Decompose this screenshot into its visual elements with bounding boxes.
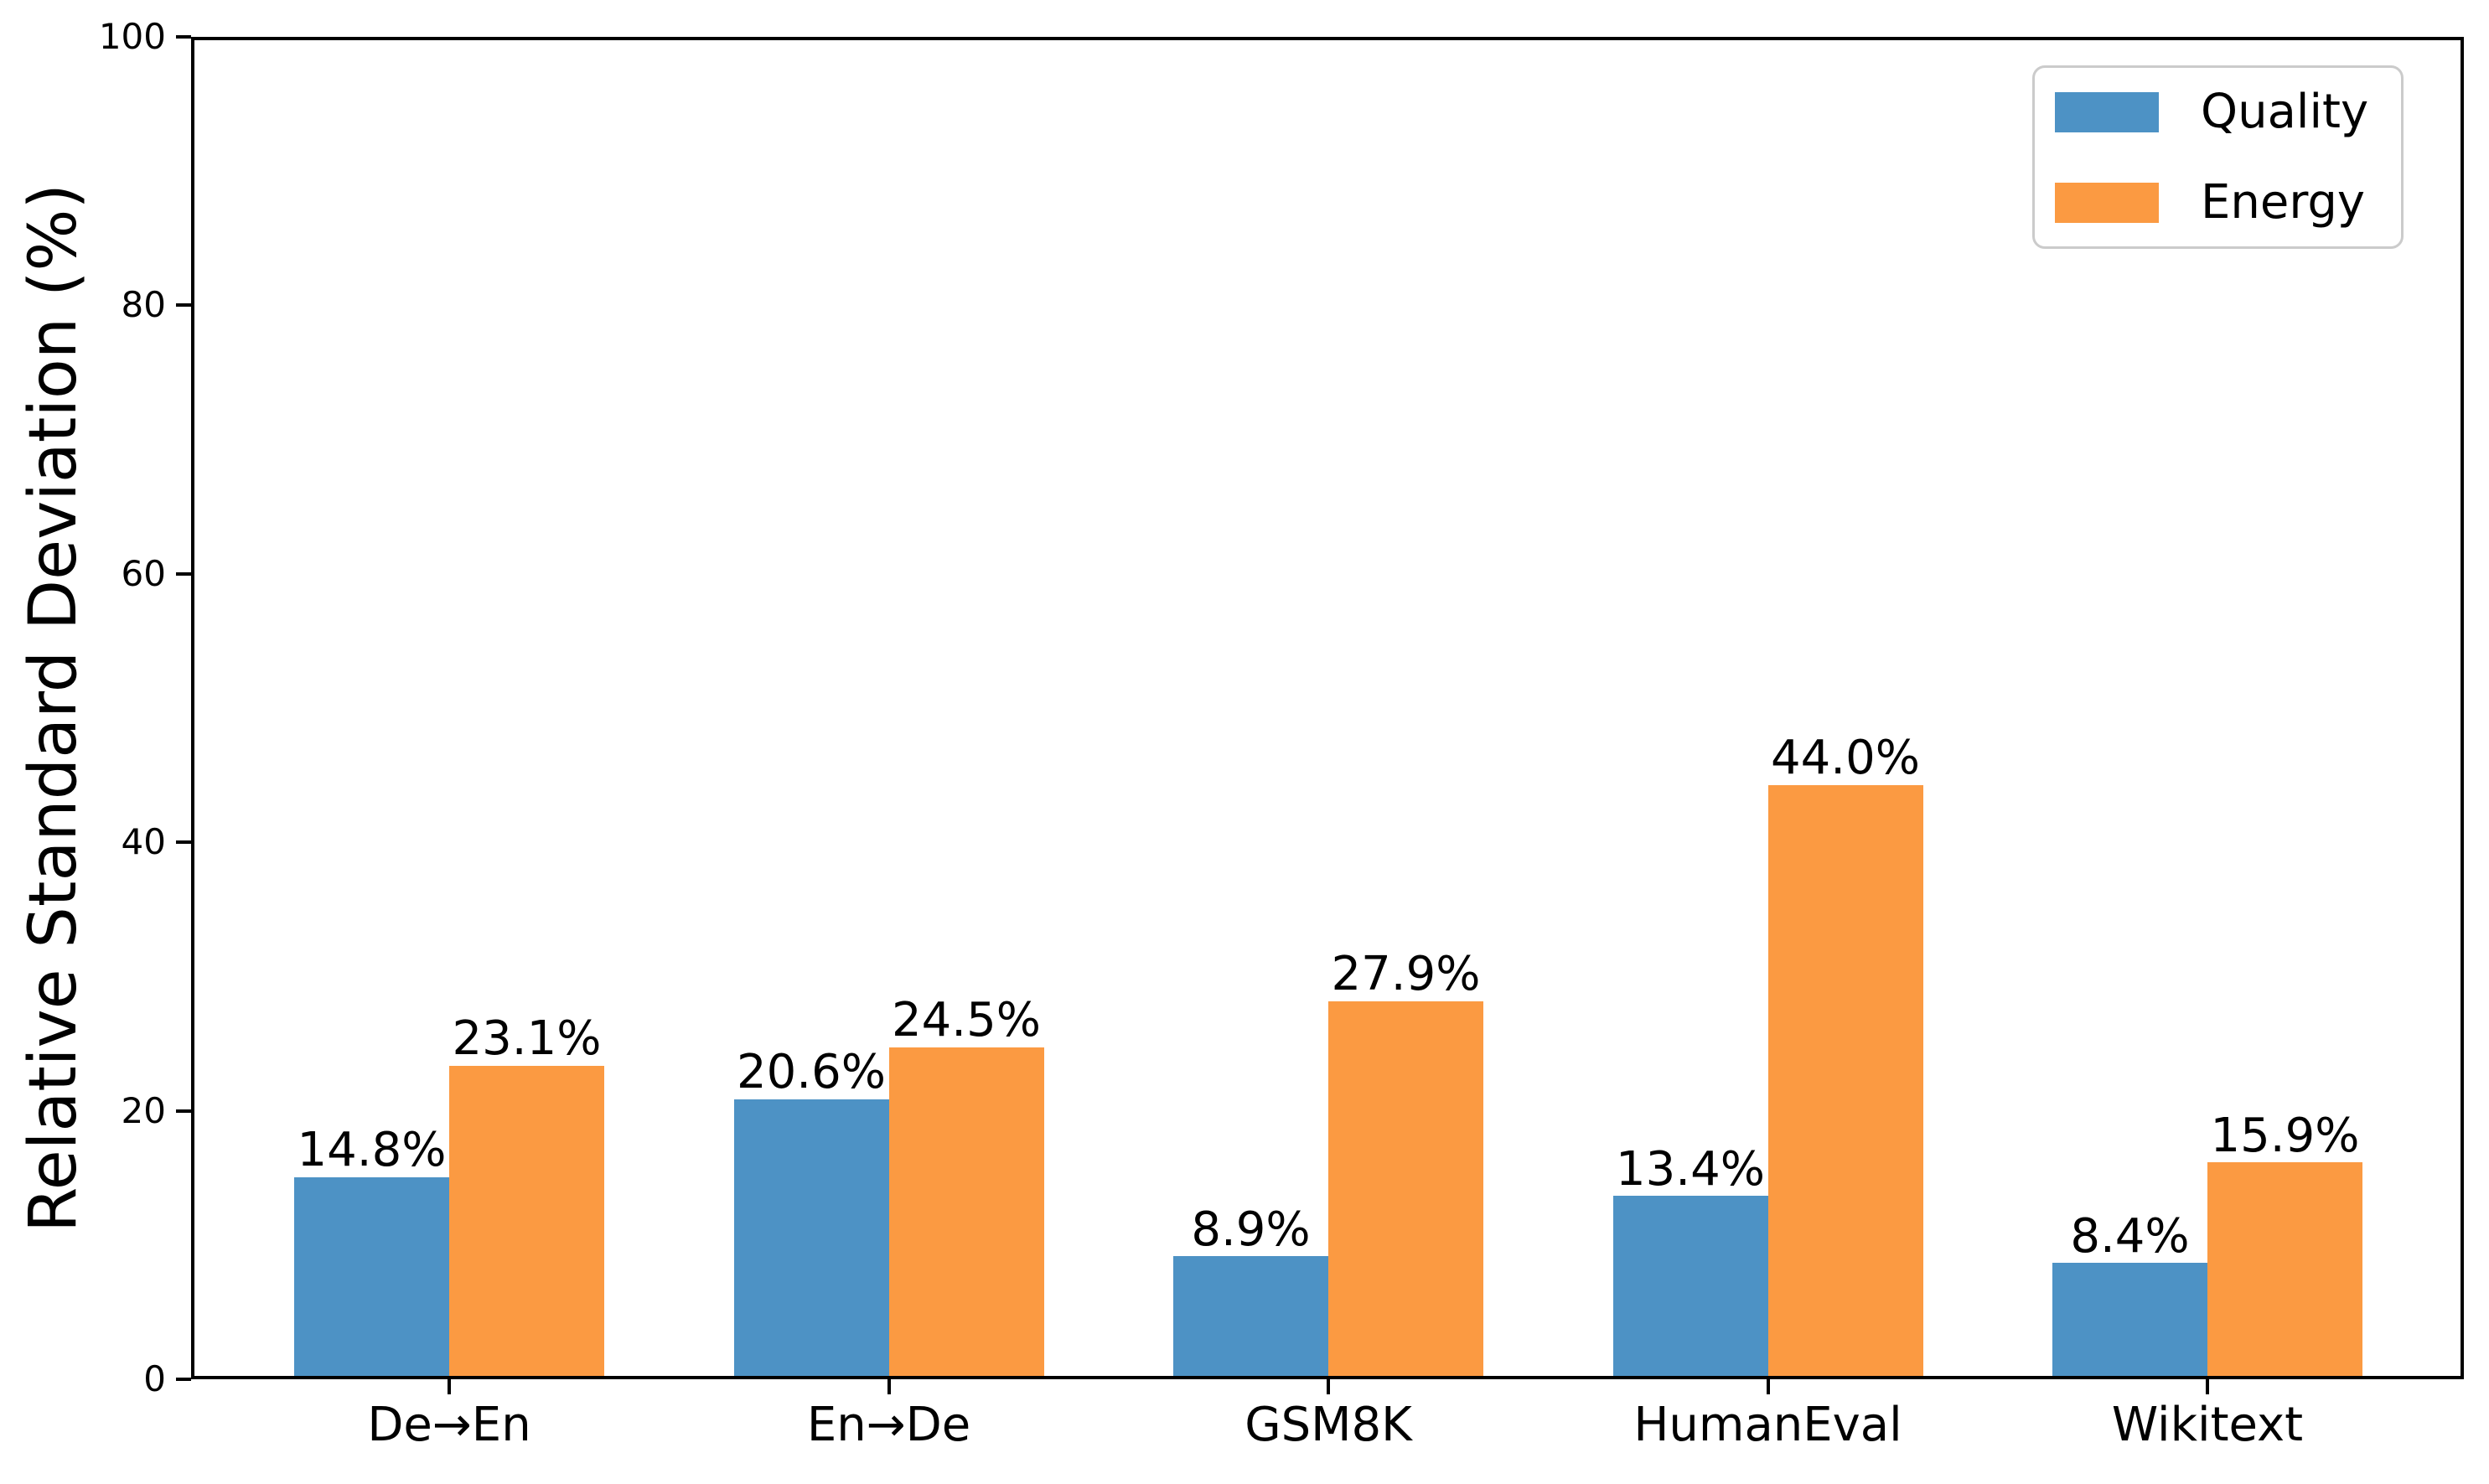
x-tick-label-humaneval: HumanEval xyxy=(1633,1398,1902,1452)
value-label-quality-de-en: 14.8% xyxy=(297,1123,447,1178)
y-tick-0 xyxy=(176,1378,191,1381)
value-label-quality-humaneval: 13.4% xyxy=(1616,1141,1765,1197)
bar-quality-gsm8k xyxy=(1173,1256,1328,1376)
value-label-energy-en-de: 24.5% xyxy=(892,992,1041,1047)
plot-area xyxy=(191,37,2464,1379)
y-tick-80 xyxy=(176,303,191,308)
y-tick-label-20: 20 xyxy=(121,1089,166,1131)
x-tick-gsm8k xyxy=(1327,1379,1330,1394)
legend: Quality Energy xyxy=(2032,65,2404,249)
bar-energy-de-en xyxy=(449,1065,604,1376)
x-tick-en-de xyxy=(887,1379,891,1394)
y-tick-100 xyxy=(176,35,191,39)
x-tick-label-de-en: De→En xyxy=(367,1398,531,1452)
legend-row-energy: Energy xyxy=(2055,174,2401,230)
legend-swatch-quality xyxy=(2055,91,2159,132)
bar-quality-humaneval xyxy=(1612,1196,1768,1376)
bar-energy-gsm8k xyxy=(1328,1001,1483,1376)
legend-label-energy: Energy xyxy=(2201,174,2366,230)
bar-quality-wikitext xyxy=(2052,1263,2207,1376)
x-tick-label-gsm8k: GSM8K xyxy=(1244,1398,1412,1452)
bar-quality-en-de xyxy=(733,1099,889,1376)
y-tick-40 xyxy=(176,840,191,845)
y-tick-label-40: 40 xyxy=(121,821,166,863)
y-tick-label-80: 80 xyxy=(121,284,166,326)
y-tick-60 xyxy=(176,571,191,576)
legend-label-quality: Quality xyxy=(2201,84,2369,139)
bar-energy-wikitext xyxy=(2207,1162,2362,1376)
bar-quality-de-en xyxy=(294,1176,449,1376)
legend-swatch-energy xyxy=(2055,182,2159,223)
y-tick-label-100: 100 xyxy=(98,16,166,57)
x-tick-humaneval xyxy=(1766,1379,1770,1394)
y-tick-label-0: 0 xyxy=(143,1358,166,1399)
x-tick-wikitext xyxy=(2206,1379,2209,1394)
y-tick-label-60: 60 xyxy=(121,552,166,594)
y-axis-title: Relative Standard Deviation (%) xyxy=(16,184,91,1233)
bar-energy-humaneval xyxy=(1767,785,1923,1376)
value-label-quality-wikitext: 8.4% xyxy=(2070,1208,2190,1264)
x-tick-label-wikitext: Wikitext xyxy=(2111,1398,2304,1452)
x-tick-label-en-de: En→De xyxy=(806,1398,971,1452)
value-label-energy-humaneval: 44.0% xyxy=(1771,731,1920,786)
value-label-quality-gsm8k: 8.9% xyxy=(1191,1202,1311,1257)
x-tick-de-en xyxy=(448,1379,451,1394)
legend-row-quality: Quality xyxy=(2055,84,2401,139)
y-tick-20 xyxy=(176,1109,191,1113)
bar-energy-en-de xyxy=(888,1047,1044,1376)
value-label-quality-en-de: 20.6% xyxy=(737,1045,886,1100)
value-label-energy-gsm8k: 27.9% xyxy=(1331,947,1481,1002)
value-label-energy-wikitext: 15.9% xyxy=(2210,1108,2360,1163)
value-label-energy-de-en: 23.1% xyxy=(452,1011,602,1067)
